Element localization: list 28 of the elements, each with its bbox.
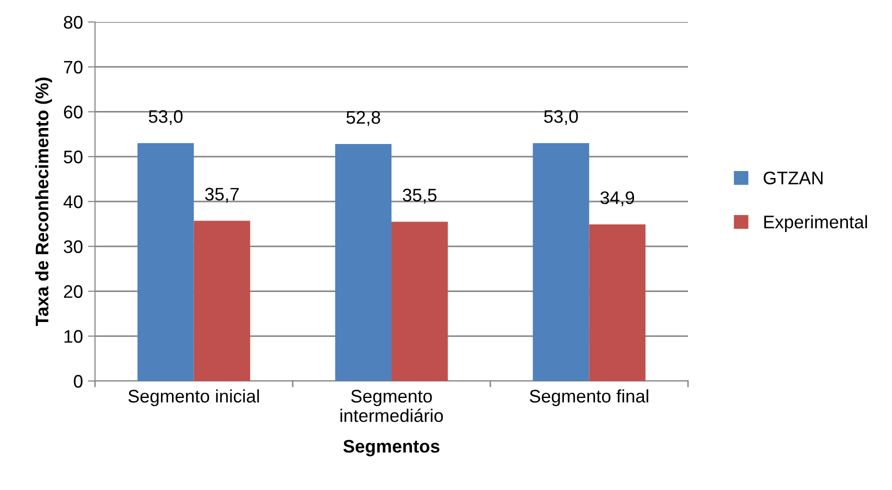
x-tick-label: Segmento intermediário (340, 390, 443, 422)
y-axis-title: Taxa de Reconhecimento (%) (35, 78, 52, 326)
bar (194, 220, 250, 381)
y-tick-label: 50 (64, 150, 82, 164)
bar (138, 143, 194, 381)
bar (589, 224, 646, 381)
data-label: 53,0 (544, 110, 578, 126)
bar (532, 143, 590, 381)
x-tick-label: Segmento final (530, 389, 648, 406)
data-label: 53,0 (148, 110, 183, 126)
bar (392, 222, 448, 381)
legend-label: Experimental (764, 215, 867, 232)
data-label: 52,8 (346, 111, 380, 126)
y-tick-label: 60 (64, 106, 82, 118)
legend-label: GTZAN (764, 172, 822, 184)
y-tick-label: 80 (64, 16, 82, 29)
data-label: 35,7 (205, 188, 239, 203)
data-label: 35,5 (402, 188, 436, 204)
bar (335, 144, 392, 381)
y-tick-label: 20 (64, 285, 82, 298)
y-tick-label: 30 (64, 240, 82, 254)
x-tick-label: Segmento inicial (128, 389, 259, 406)
y-tick-label: 0 (74, 374, 82, 388)
y-tick-label: 40 (64, 195, 82, 208)
y-tick-label: 70 (64, 60, 82, 74)
data-label: 34,9 (600, 191, 634, 206)
x-axis-title: Segmentos (343, 440, 440, 456)
y-tick-label: 10 (64, 330, 82, 343)
